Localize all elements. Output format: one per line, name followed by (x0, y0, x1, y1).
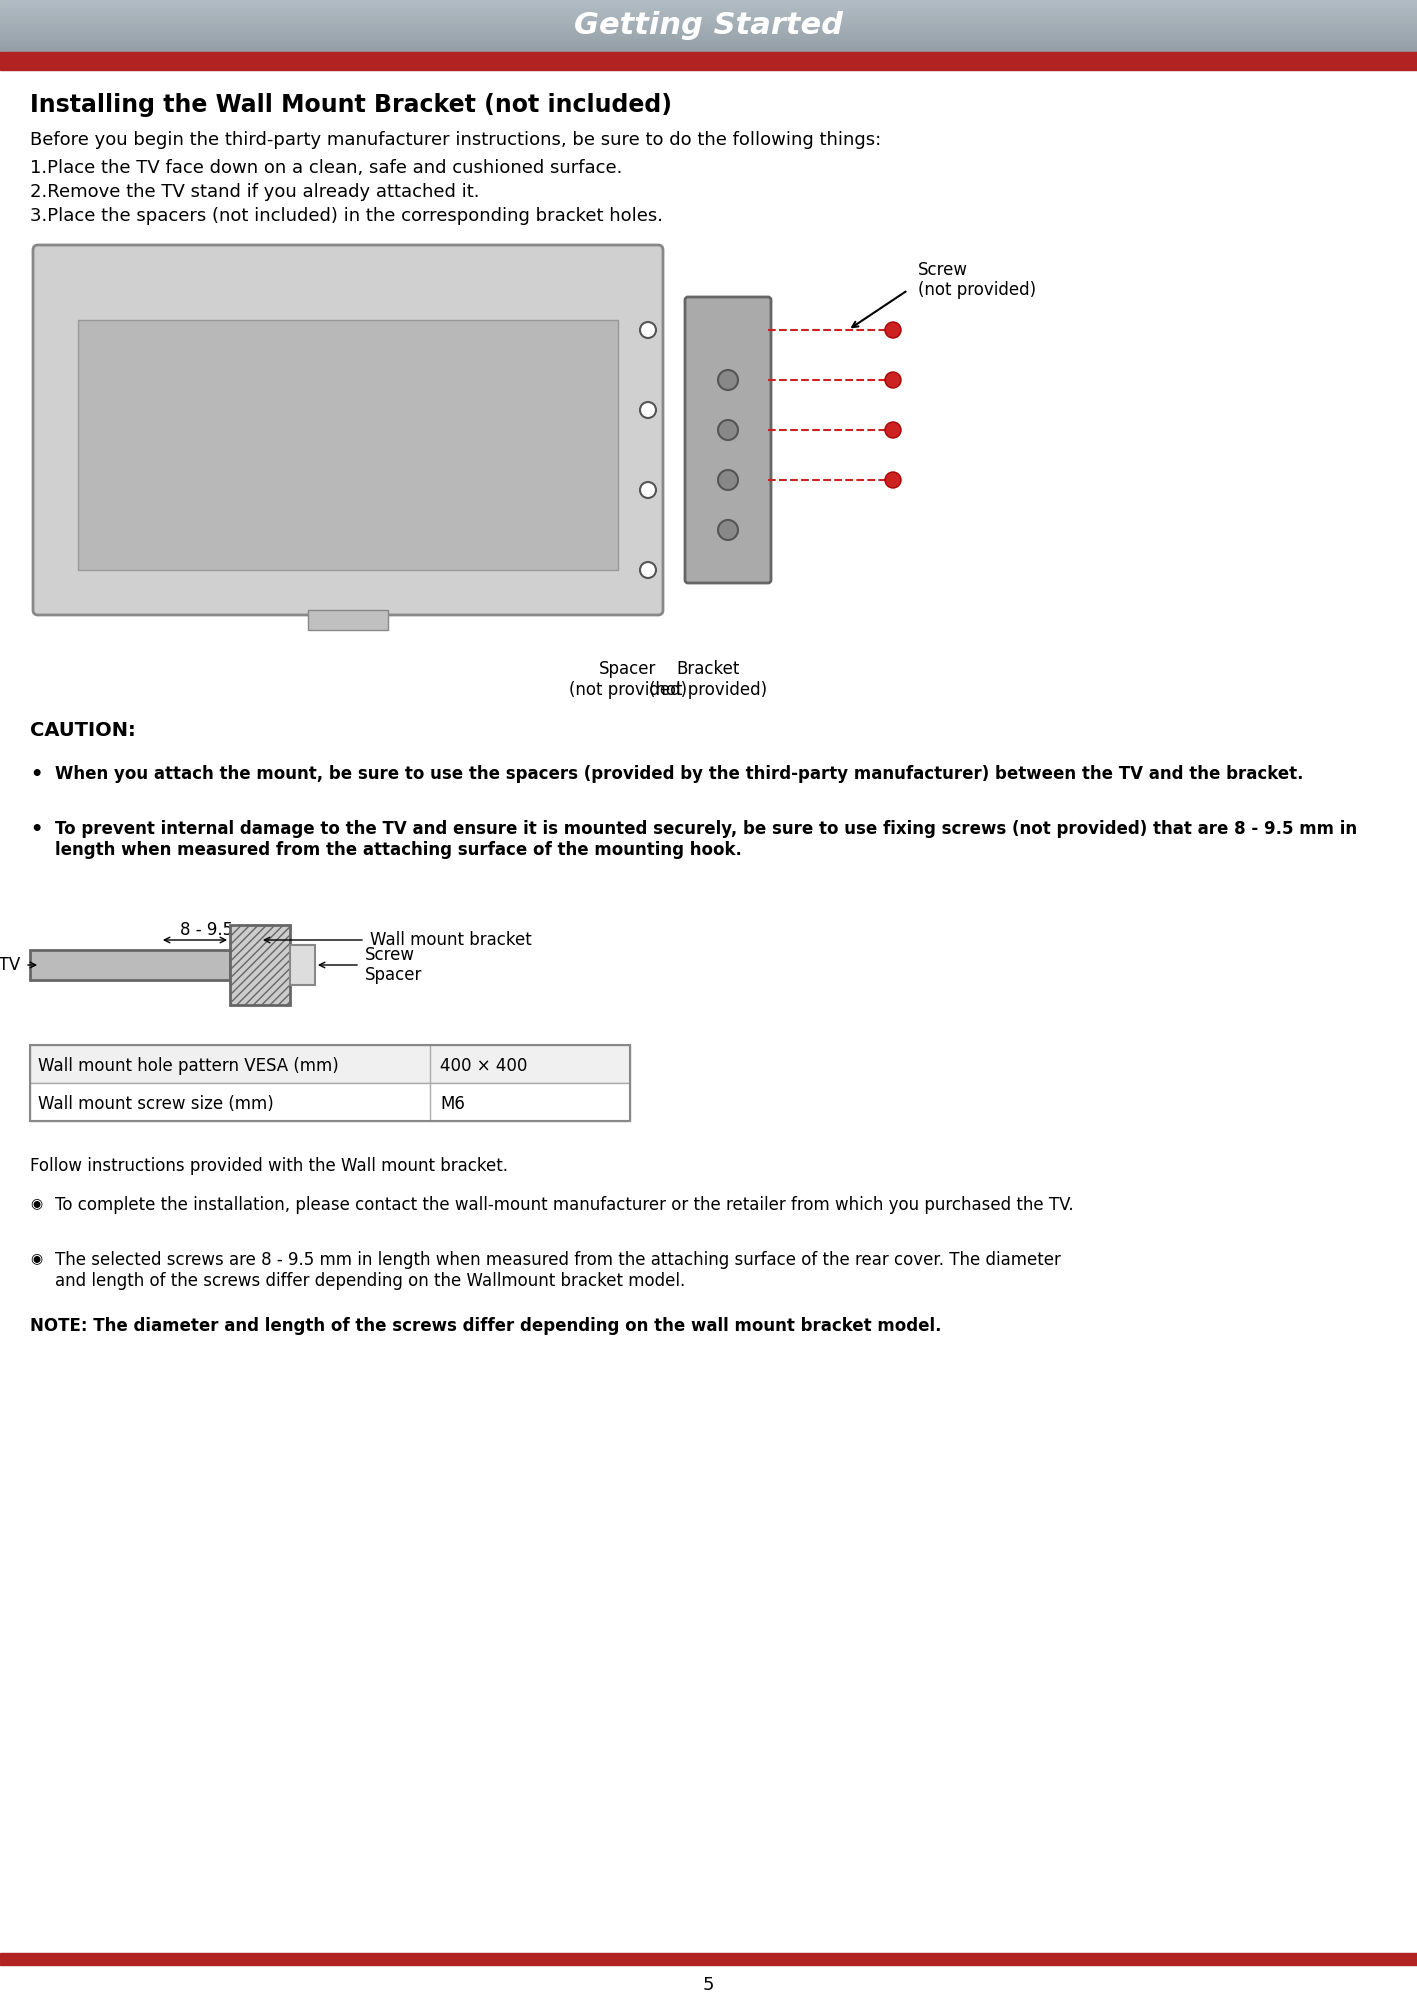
Bar (30, 950, 230, 980)
Bar (290, 946, 315, 986)
Text: Wall mount hole pattern VESA (mm): Wall mount hole pattern VESA (mm) (38, 1057, 339, 1075)
Text: 3.Place the spacers (not included) in the corresponding bracket holes.: 3.Place the spacers (not included) in th… (30, 207, 663, 225)
Text: When you attach the mount, be sure to use the spacers (provided by the third-par: When you attach the mount, be sure to us… (55, 764, 1304, 782)
Circle shape (886, 473, 901, 489)
Text: •: • (30, 820, 43, 840)
Text: To prevent internal damage to the TV and ensure it is mounted securely, be sure : To prevent internal damage to the TV and… (55, 820, 1357, 858)
Bar (30, 1045, 631, 1121)
Circle shape (886, 423, 901, 439)
Text: Before you begin the third-party manufacturer instructions, be sure to do the fo: Before you begin the third-party manufac… (30, 132, 881, 150)
Circle shape (718, 421, 738, 441)
Bar (78, 319, 618, 571)
FancyBboxPatch shape (684, 297, 771, 583)
Text: •: • (30, 764, 43, 784)
Bar (30, 1045, 631, 1083)
Text: 5: 5 (703, 1975, 714, 1993)
Bar (230, 926, 290, 1005)
FancyBboxPatch shape (33, 245, 663, 614)
Text: CAUTION:: CAUTION: (30, 720, 136, 740)
Text: Spacer
(not provided): Spacer (not provided) (570, 660, 687, 698)
Text: ◉: ◉ (30, 1251, 43, 1265)
Text: To complete the installation, please contact the wall-mount manufacturer or the : To complete the installation, please con… (55, 1195, 1074, 1215)
Text: Screw
(not provided): Screw (not provided) (918, 261, 1036, 299)
Bar (307, 610, 388, 630)
Text: 2.Remove the TV stand if you already attached it.: 2.Remove the TV stand if you already att… (30, 184, 479, 201)
Circle shape (718, 471, 738, 491)
Text: Bracket
(not provided): Bracket (not provided) (649, 660, 767, 698)
Circle shape (718, 369, 738, 389)
Circle shape (886, 371, 901, 387)
Bar (0, 1953, 1417, 1965)
Text: Screw
Spacer: Screw Spacer (366, 946, 422, 984)
Text: ◉: ◉ (30, 1195, 43, 1211)
Circle shape (640, 483, 656, 499)
Text: Installing the Wall Mount Bracket (not included): Installing the Wall Mount Bracket (not i… (30, 94, 672, 118)
Circle shape (886, 321, 901, 337)
Circle shape (640, 403, 656, 419)
Bar (0, 52, 1417, 70)
Text: 1.Place the TV face down on a clean, safe and cushioned surface.: 1.Place the TV face down on a clean, saf… (30, 160, 622, 178)
Text: Rear cover of the TV: Rear cover of the TV (0, 956, 20, 974)
Circle shape (640, 321, 656, 337)
Text: Follow instructions provided with the Wall mount bracket.: Follow instructions provided with the Wa… (30, 1157, 509, 1175)
Text: Wall mount bracket: Wall mount bracket (370, 932, 531, 950)
Text: 8 - 9.5 mm: 8 - 9.5 mm (180, 922, 271, 940)
Text: Wall mount screw size (mm): Wall mount screw size (mm) (38, 1095, 273, 1113)
Text: M6: M6 (441, 1095, 465, 1113)
Text: NOTE: The diameter and length of the screws differ depending on the wall mount b: NOTE: The diameter and length of the scr… (30, 1317, 941, 1335)
Text: 400 × 400: 400 × 400 (441, 1057, 527, 1075)
Bar (30, 1083, 631, 1121)
Circle shape (718, 521, 738, 541)
Circle shape (640, 563, 656, 579)
Text: Getting Started: Getting Started (574, 12, 843, 40)
Text: The selected screws are 8 - 9.5 mm in length when measured from the attaching su: The selected screws are 8 - 9.5 mm in le… (55, 1251, 1061, 1291)
